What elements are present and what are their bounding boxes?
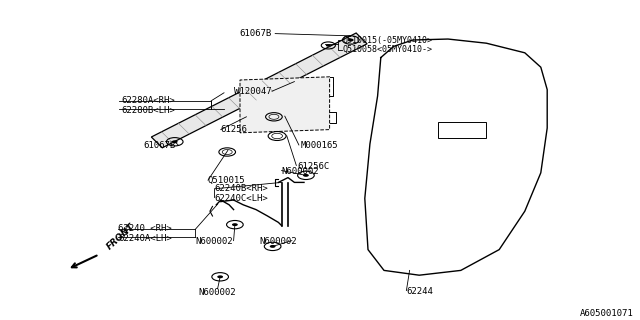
Text: 62240C<LH>: 62240C<LH> [214,194,268,203]
Text: 62244: 62244 [406,287,433,296]
Text: Q510015: Q510015 [208,176,246,185]
Text: 62240B<RH>: 62240B<RH> [214,184,268,193]
Text: N600002: N600002 [199,288,236,297]
Text: 62240A<LH>: 62240A<LH> [118,234,172,243]
Text: 62240 <RH>: 62240 <RH> [118,224,172,233]
Text: Q510015(-05MY0410>: Q510015(-05MY0410> [342,36,433,44]
Text: Q510058<05MY0410->: Q510058<05MY0410-> [342,45,433,54]
Circle shape [326,44,331,47]
Text: 61067B: 61067B [240,29,272,38]
Text: 61256: 61256 [221,125,248,134]
Circle shape [269,245,276,248]
Bar [438,122,486,138]
Text: N600002: N600002 [282,167,319,176]
Text: N600002: N600002 [259,237,297,246]
Polygon shape [240,77,330,133]
Text: W120047: W120047 [234,87,271,96]
Text: A605001071: A605001071 [580,309,634,318]
Circle shape [303,174,309,177]
Text: 62280B<LH>: 62280B<LH> [122,106,175,115]
Text: FRONT: FRONT [106,221,137,251]
Text: M000165: M000165 [301,141,339,150]
Circle shape [172,140,178,143]
Text: 61067B: 61067B [144,141,176,150]
Circle shape [348,38,354,42]
Polygon shape [151,33,367,148]
Text: 62280A<RH>: 62280A<RH> [122,96,175,105]
Circle shape [232,223,238,226]
Text: N600002: N600002 [195,237,233,246]
Text: 61256C: 61256C [298,162,330,171]
Circle shape [217,275,223,278]
